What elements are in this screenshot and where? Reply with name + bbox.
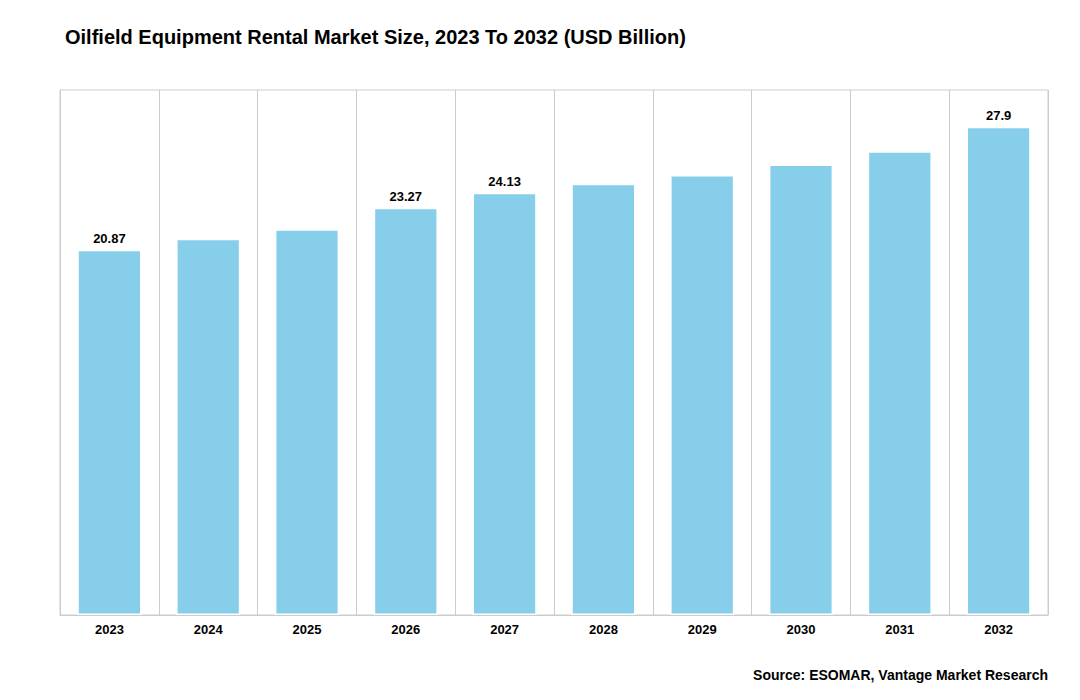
svg-text:2025: 2025 bbox=[293, 622, 322, 637]
svg-text:2029: 2029 bbox=[688, 622, 717, 637]
svg-text:27.9: 27.9 bbox=[986, 108, 1011, 123]
svg-text:2030: 2030 bbox=[787, 622, 816, 637]
svg-text:23.27: 23.27 bbox=[390, 189, 423, 204]
svg-text:2031: 2031 bbox=[885, 622, 914, 637]
svg-text:2032: 2032 bbox=[984, 622, 1013, 637]
svg-text:24.13: 24.13 bbox=[488, 174, 521, 189]
svg-text:Oilfield Equipment Rental Mark: Oilfield Equipment Rental Market Size, 2… bbox=[65, 26, 686, 48]
svg-text:2027: 2027 bbox=[490, 622, 519, 637]
svg-text:2028: 2028 bbox=[589, 622, 618, 637]
svg-text:20.87: 20.87 bbox=[93, 231, 126, 246]
svg-text:2024: 2024 bbox=[194, 622, 224, 637]
svg-text:2023: 2023 bbox=[95, 622, 124, 637]
svg-text:Source: ESOMAR, Vantage Market: Source: ESOMAR, Vantage Market Research bbox=[753, 667, 1048, 683]
svg-text:2026: 2026 bbox=[391, 622, 420, 637]
